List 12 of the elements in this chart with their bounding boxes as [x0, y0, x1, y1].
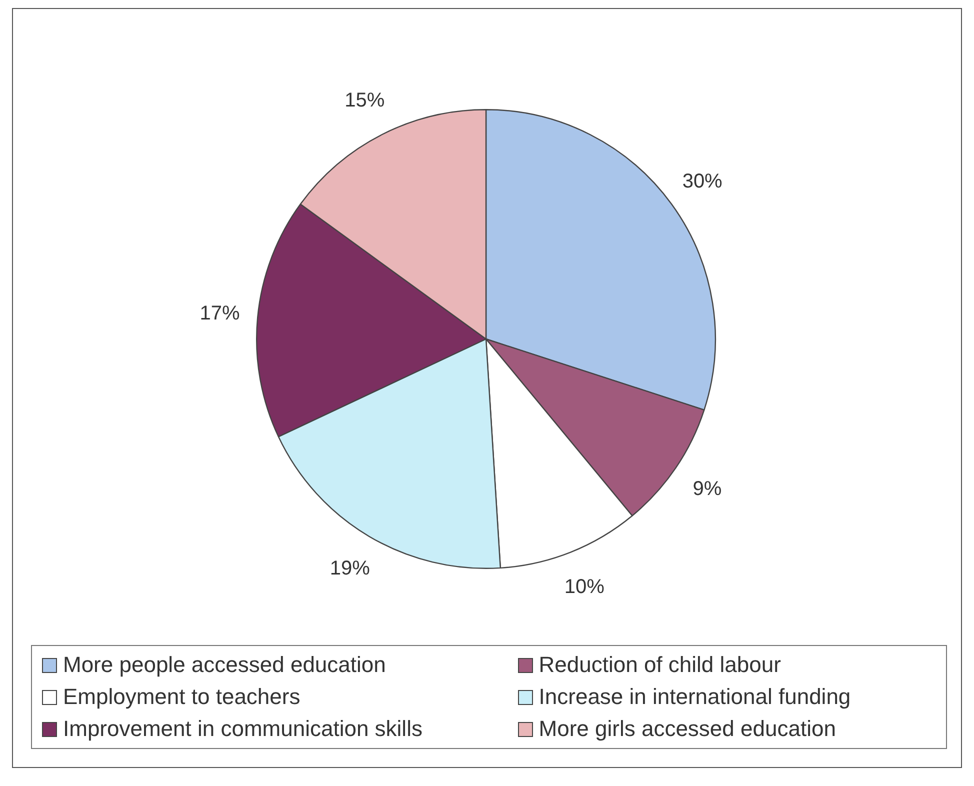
legend-label: More girls accessed education: [538, 716, 836, 742]
data-label: 9%: [692, 478, 722, 500]
data-label: 19%: [330, 558, 370, 580]
legend-label: Increase in international funding: [538, 684, 851, 710]
data-label: 15%: [344, 89, 385, 112]
data-label: 10%: [564, 576, 605, 598]
data-label: 17%: [200, 302, 240, 324]
legend-label: More people accessed education: [63, 652, 386, 678]
legend-label: Reduction of child labour: [538, 652, 781, 678]
legend-label: Improvement in communication skills: [63, 716, 422, 742]
legend-label: Employment to teachers: [63, 684, 300, 710]
data-label: 30%: [682, 170, 723, 192]
